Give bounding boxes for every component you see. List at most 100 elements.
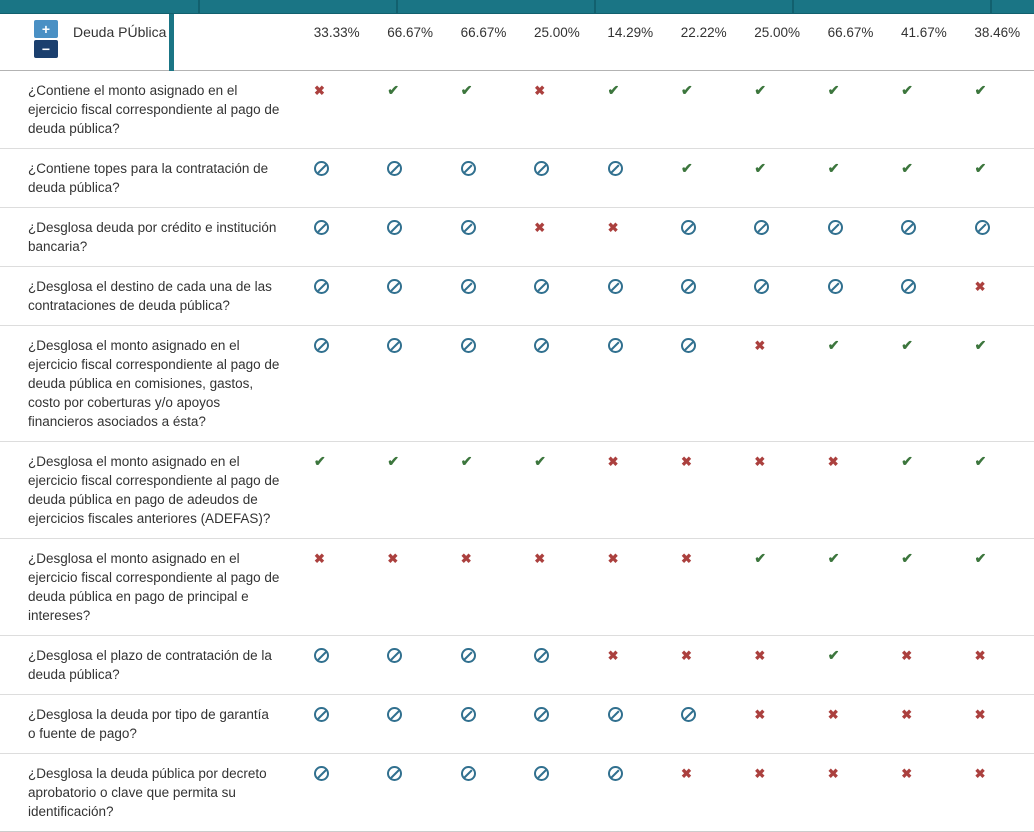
check-icon: ✔ (460, 82, 473, 98)
cross-icon: ✖ (974, 279, 986, 294)
ban-icon (681, 707, 696, 722)
answer-cell: ✔ (594, 71, 667, 148)
answer-cell: ✖ (814, 695, 887, 753)
column-header-percent: 25.00% (754, 25, 800, 40)
answer-cell: ✖ (740, 754, 813, 831)
answer-cell: ✖ (594, 636, 667, 694)
header-column-divider (169, 14, 174, 71)
ban-icon (460, 161, 476, 176)
answer-cell: ✖ (667, 442, 740, 538)
answer-cell: ✖ (447, 539, 520, 635)
cross-icon: ✖ (827, 707, 839, 722)
ban-icon (314, 338, 329, 353)
answer-cell (740, 208, 813, 266)
answer-cell: ✔ (887, 326, 960, 441)
column-header-percent: 25.00% (533, 25, 580, 40)
check-icon: ✔ (974, 337, 987, 353)
cross-icon: ✖ (901, 648, 913, 663)
check-icon: ✔ (901, 160, 913, 176)
plus-icon: + (41, 21, 51, 37)
ban-icon (314, 707, 329, 722)
answer-cell: ✖ (814, 442, 887, 538)
answer-cell: ✖ (887, 754, 960, 831)
check-icon: ✔ (754, 550, 767, 566)
ban-icon (314, 220, 329, 235)
ban-icon (681, 220, 696, 235)
ban-icon (974, 220, 990, 235)
ban-icon (387, 766, 403, 781)
evaluation-table: + − Deuda PÚblica 33.33% 66.67% 66.67% 25.0… (0, 14, 1034, 832)
ban-icon (901, 279, 917, 294)
ban-icon (607, 279, 623, 294)
answer-cell: ✔ (961, 539, 1034, 635)
answer-cell: ✔ (814, 149, 887, 207)
check-icon: ✔ (827, 647, 840, 663)
answer-cell: ✔ (961, 149, 1034, 207)
answer-cell (447, 636, 520, 694)
ban-icon (387, 279, 403, 294)
cross-icon: ✖ (681, 454, 692, 469)
answer-cell: ✖ (740, 695, 813, 753)
answer-cell (373, 636, 446, 694)
check-icon: ✔ (681, 160, 693, 176)
cross-icon: ✖ (607, 220, 619, 235)
ban-icon (314, 161, 329, 176)
question-cell: ¿Desglosa la deuda por tipo de garantía … (28, 707, 269, 741)
answer-cell: ✖ (887, 695, 960, 753)
table-header: + − Deuda PÚblica 33.33% 66.67% 66.67% 25.0… (0, 14, 1034, 71)
answer-cell (447, 208, 520, 266)
table-row: ¿Contiene el monto asignado en el ejerci… (0, 71, 1034, 149)
answer-cell (447, 695, 520, 753)
ban-icon (827, 279, 843, 294)
answer-cell (300, 208, 373, 266)
answer-cell: ✔ (740, 149, 813, 207)
question-cell: ¿Desglosa el monto asignado en el ejerci… (28, 551, 280, 623)
question-cell: ¿Desglosa el plazo de contratación de la… (28, 648, 272, 682)
table-row: ¿Desglosa el plazo de contratación de la… (0, 636, 1034, 695)
answer-cell (300, 695, 373, 753)
cross-icon: ✖ (754, 707, 766, 722)
answer-cell: ✖ (520, 208, 593, 266)
check-icon: ✔ (827, 337, 840, 353)
check-icon: ✔ (901, 337, 913, 353)
answer-cell (667, 326, 740, 441)
ban-icon (901, 220, 917, 235)
check-icon: ✔ (974, 453, 987, 469)
ban-icon (534, 766, 550, 781)
check-icon: ✔ (754, 82, 767, 98)
answer-cell (667, 267, 740, 325)
ban-icon (460, 648, 476, 663)
question-cell: ¿Desglosa deuda por crédito e institució… (28, 220, 277, 254)
ban-icon (534, 648, 550, 663)
ban-icon (681, 338, 696, 353)
column-header-percent: 33.33% (313, 25, 360, 40)
answer-cell (814, 267, 887, 325)
ban-icon (387, 707, 403, 722)
column-header-percent: 14.29% (607, 25, 654, 40)
answer-cell (373, 267, 446, 325)
answer-cell (300, 754, 373, 831)
check-icon: ✔ (460, 453, 473, 469)
question-cell: ¿Desglosa el destino de cada una de las … (28, 279, 272, 313)
collapse-all-button[interactable]: − (34, 40, 58, 58)
expand-all-button[interactable]: + (34, 20, 58, 38)
table-row: ¿Desglosa el monto asignado en el ejerci… (0, 442, 1034, 539)
cross-icon: ✖ (534, 551, 546, 566)
column-header-percent: 66.67% (387, 25, 433, 40)
cross-icon: ✖ (827, 766, 839, 781)
ban-icon (314, 279, 329, 294)
answer-cell: ✖ (300, 539, 373, 635)
ban-icon (460, 220, 476, 235)
check-icon: ✔ (974, 82, 987, 98)
cross-icon: ✖ (681, 766, 692, 781)
check-icon: ✔ (901, 82, 913, 98)
cross-icon: ✖ (754, 454, 766, 469)
check-icon: ✔ (974, 550, 987, 566)
column-header-percent: 66.67% (460, 25, 507, 40)
answer-cell (447, 267, 520, 325)
answer-cell: ✖ (814, 754, 887, 831)
cross-icon: ✖ (901, 707, 913, 722)
topbar (0, 0, 1034, 14)
answer-cell: ✔ (814, 636, 887, 694)
answer-cell: ✖ (961, 267, 1034, 325)
